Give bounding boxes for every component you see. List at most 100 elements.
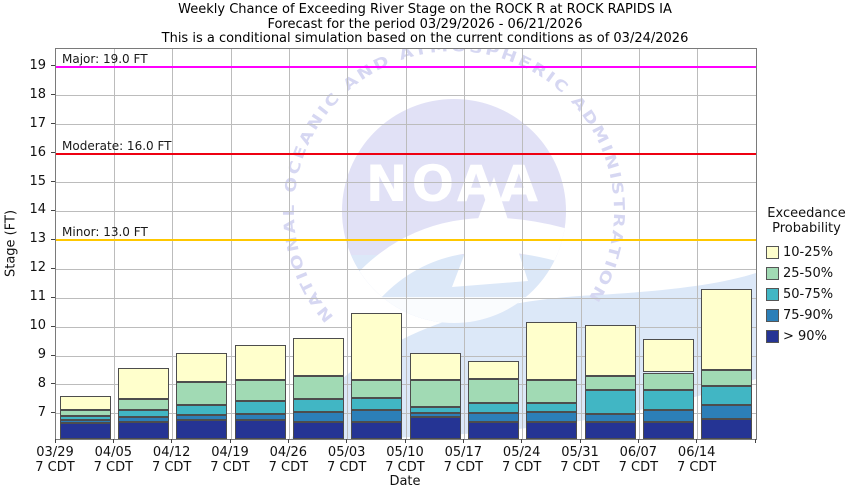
bar-segment-04-05-1025[interactable] (117, 367, 170, 399)
bar-segment-04-19-7590[interactable] (234, 413, 286, 420)
bar-segment-03-29-5075[interactable] (59, 415, 111, 421)
bar-segment-05-10-5075[interactable] (409, 407, 461, 413)
x-tick-time: 7 CDT (443, 460, 484, 475)
x-tick-label: 05/17 7 CDT (432, 445, 494, 475)
bar-segment-04-12-2550[interactable] (176, 382, 228, 406)
y-tick-label: 19 (29, 57, 46, 73)
bar-segment-05-24-7590[interactable] (526, 412, 578, 423)
x-tick-label: 05/31 7 CDT (549, 445, 611, 475)
y-tick-label: 14 (29, 202, 46, 218)
bar-segment-05-24-5075[interactable] (526, 402, 578, 413)
bar-segment-05-17-90[interactable] (467, 422, 520, 439)
bar-segment-06-07-90[interactable] (642, 422, 695, 439)
bar-segment-04-12-1025[interactable] (176, 353, 228, 383)
y-tick-label: 12 (29, 260, 46, 276)
bar-segment-05-03-90[interactable] (351, 421, 403, 439)
bar-segment-06-14-2550[interactable] (701, 370, 753, 387)
x-tick-date: 03/29 (36, 445, 74, 460)
bar-segment-06-07-2550[interactable] (642, 372, 695, 391)
bar-segment-06-07-5075[interactable] (642, 390, 695, 411)
bar-segment-04-26-90[interactable] (292, 421, 345, 439)
bar-segment-05-17-7590[interactable] (467, 412, 520, 423)
bar-segment-05-10-2550[interactable] (409, 380, 461, 408)
y-tick-label: 9 (37, 347, 46, 363)
bar-segment-05-24-1025[interactable] (526, 321, 578, 381)
chart-subtitle-note: This is a conditional simulation based o… (161, 31, 689, 46)
legend-item-label: 25-50% (783, 266, 834, 281)
x-tick-mark (404, 439, 406, 443)
bar-segment-04-19-1025[interactable] (234, 345, 286, 381)
bar-segment-04-19-2550[interactable] (234, 380, 286, 402)
bar-segment-03-29-1025[interactable] (59, 395, 111, 411)
x-tick-mark (346, 439, 348, 443)
bar-segment-05-10-7590[interactable] (409, 412, 461, 418)
bar-segment-05-31-90[interactable] (584, 422, 636, 439)
bar-segment-04-26-1025[interactable] (292, 338, 345, 376)
bar-segment-05-24-2550[interactable] (526, 380, 578, 403)
noaa-acronym-text: NOAA (366, 155, 542, 213)
chart-subtitle-period: Forecast for the period 03/29/2026 - 06/… (267, 16, 583, 32)
y-tick-mark (51, 152, 55, 154)
x-tick-mark (462, 439, 464, 443)
bar-segment-04-26-5075[interactable] (292, 399, 345, 412)
y-tick-label: 18 (29, 86, 46, 102)
y-tick-label: 8 (37, 375, 46, 391)
bar-segment-05-24-90[interactable] (526, 422, 578, 439)
vertical-gridline (697, 49, 699, 439)
flood-threshold-label-minor: Minor: 13.0 FT (62, 225, 148, 240)
bar-segment-04-12-5075[interactable] (176, 405, 228, 415)
bar-segment-04-05-90[interactable] (117, 422, 170, 439)
bar-segment-05-31-2550[interactable] (584, 376, 636, 391)
y-tick-mark (51, 267, 55, 269)
legend-title: Exceedance Probability (763, 206, 850, 236)
x-tick-label: 04/12 7 CDT (141, 445, 203, 475)
legend-item: 50-75% (763, 284, 850, 305)
bar-segment-06-14-7590[interactable] (701, 405, 753, 419)
bar-segment-05-31-7590[interactable] (584, 413, 636, 423)
legend-item-label: 50-75% (783, 287, 834, 302)
x-tick-time: 7 CDT (268, 460, 309, 475)
x-tick-date: 05/24 (502, 445, 541, 460)
bar-segment-05-03-5075[interactable] (351, 397, 403, 411)
flood-threshold-layer: Major: 19.0 FT Moderate: 16.0 FT Minor: 13… (56, 49, 756, 439)
bar-segment-05-31-5075[interactable] (584, 390, 636, 414)
flood-threshold-line-minor (56, 239, 756, 242)
bar-segment-04-26-7590[interactable] (292, 411, 345, 422)
bar-segment-06-14-90[interactable] (701, 418, 753, 439)
x-tick-mark (696, 439, 698, 443)
x-tick-mark (112, 439, 114, 443)
bar-segment-05-03-7590[interactable] (351, 410, 403, 422)
bar-segment-04-12-7590[interactable] (176, 414, 228, 421)
bar-segment-04-26-2550[interactable] (292, 375, 345, 400)
bar-segment-06-14-1025[interactable] (701, 288, 753, 371)
bar-segment-04-05-5075[interactable] (117, 409, 170, 417)
bar-segment-05-03-2550[interactable] (351, 380, 403, 398)
bar-segment-05-17-5075[interactable] (467, 403, 520, 413)
x-tick-date: 04/19 (211, 445, 249, 460)
bar-segment-05-10-1025[interactable] (409, 353, 461, 381)
vertical-gridline (347, 49, 349, 439)
x-tick-mark (521, 439, 523, 443)
vertical-gridline (522, 49, 524, 439)
bar-segment-03-29-90[interactable] (59, 422, 111, 439)
y-tick-mark (51, 181, 55, 183)
vertical-gridline (230, 49, 232, 439)
bar-segment-06-07-7590[interactable] (642, 410, 695, 423)
bar-segment-04-05-2550[interactable] (117, 398, 170, 410)
bar-segment-04-19-5075[interactable] (234, 401, 286, 414)
bar-segment-05-31-1025[interactable] (584, 324, 636, 377)
x-tick-date: 04/12 (152, 445, 191, 460)
x-tick-label: 05/03 7 CDT (316, 445, 378, 475)
bar-segment-05-17-1025[interactable] (467, 361, 520, 380)
bar-segment-04-05-7590[interactable] (117, 416, 170, 423)
bar-segment-05-17-2550[interactable] (467, 379, 520, 404)
bar-segment-04-12-90[interactable] (176, 420, 228, 439)
bar-segment-06-07-1025[interactable] (642, 338, 695, 373)
bar-segment-03-29-7590[interactable] (59, 420, 111, 423)
bar-segment-05-10-90[interactable] (409, 417, 461, 439)
bar-segment-04-19-90[interactable] (234, 419, 286, 439)
bar-segment-06-14-5075[interactable] (701, 386, 753, 406)
y-axis-ticks: 7 8 9 10 11 12 13 14 15 16 17 18 19 (0, 48, 55, 440)
bar-segment-03-29-2550[interactable] (59, 410, 111, 416)
bar-segment-05-03-1025[interactable] (351, 312, 403, 381)
